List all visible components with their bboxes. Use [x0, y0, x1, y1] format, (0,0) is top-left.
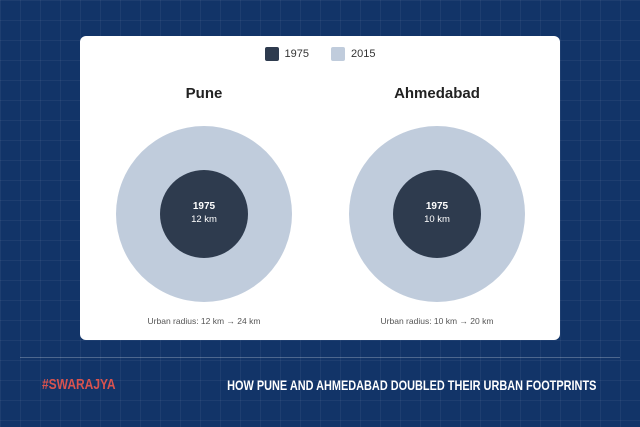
legend-item-1975: 1975 — [264, 47, 309, 61]
inner-year-label: 1975 — [193, 201, 216, 212]
panel-title-pune: Pune — [185, 85, 223, 102]
legend-label: 1975 — [284, 48, 309, 60]
legend-swatch — [264, 47, 279, 61]
panel-title-ahmedabad: Ahmedabad — [394, 85, 480, 102]
legend-label: 2015 — [351, 48, 376, 60]
panel-note-ahmedabad: Urban radius: 10 km → 20 km — [380, 316, 494, 326]
inner-value-label: 10 km — [424, 214, 450, 225]
divider — [20, 357, 620, 358]
legend: 1975 2015 — [0, 47, 640, 61]
legend-swatch — [331, 47, 345, 61]
panel-note-pune: Urban radius: 12 km → 24 km — [147, 316, 261, 326]
legend-item-2015: 2015 — [331, 47, 375, 61]
circle-1975 — [393, 170, 481, 258]
headline: HOW PUNE AND AHMEDABAD DOUBLED THEIR URB… — [226, 377, 596, 393]
inner-year-label: 1975 — [426, 201, 449, 212]
circle-1975 — [160, 170, 248, 258]
brand-logo: #SWARAJYA — [42, 376, 116, 393]
inner-value-label: 12 km — [191, 214, 217, 225]
